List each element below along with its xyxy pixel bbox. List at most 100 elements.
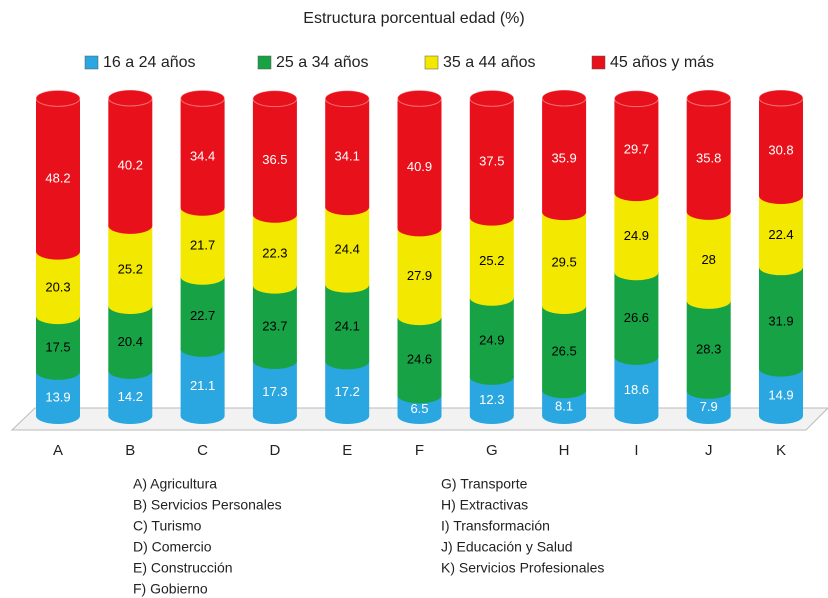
bar-segment bbox=[759, 267, 803, 377]
data-label: 22.3 bbox=[262, 246, 287, 261]
bar-segment bbox=[469, 297, 514, 385]
bar-segment bbox=[614, 272, 659, 365]
bar-segment bbox=[469, 217, 514, 306]
data-label: 23.7 bbox=[262, 319, 287, 334]
bar-segment bbox=[397, 317, 442, 404]
data-label: 21.7 bbox=[190, 238, 215, 253]
data-label: 24.1 bbox=[335, 318, 360, 333]
data-label: 13.9 bbox=[45, 389, 70, 404]
category-note: D) Comercio bbox=[133, 539, 212, 555]
data-label: 31.9 bbox=[768, 313, 793, 328]
x-tick-label: K bbox=[776, 442, 786, 459]
data-label: 20.4 bbox=[118, 334, 143, 349]
legend-label: 25 a 34 años bbox=[276, 54, 369, 71]
x-tick-label: J bbox=[705, 442, 713, 459]
bar-top bbox=[613, 90, 659, 108]
category-note: C) Turismo bbox=[133, 518, 202, 534]
bar-segment bbox=[614, 98, 659, 202]
legend-label: 16 a 24 años bbox=[103, 54, 196, 71]
data-label: 24.6 bbox=[407, 352, 432, 367]
data-label: 17.3 bbox=[262, 384, 287, 399]
x-tick-label: D bbox=[269, 442, 280, 459]
category-note: E) Construcción bbox=[133, 560, 233, 576]
bar-top bbox=[107, 89, 153, 107]
data-label: 6.5 bbox=[410, 401, 428, 416]
bar-segment bbox=[180, 98, 225, 216]
data-label: 22.4 bbox=[768, 227, 793, 242]
bar-top bbox=[324, 90, 370, 108]
bar-segment bbox=[108, 98, 153, 234]
data-label: 28 bbox=[701, 252, 715, 267]
bar-top bbox=[758, 89, 804, 107]
x-tick-label: A bbox=[53, 442, 63, 459]
data-label: 35.9 bbox=[551, 151, 576, 166]
bar-segment bbox=[397, 228, 442, 326]
data-label: 28.3 bbox=[696, 341, 721, 356]
category-note: G) Transporte bbox=[441, 476, 528, 492]
bar-segment bbox=[252, 285, 297, 369]
data-label: 21.1 bbox=[190, 378, 215, 393]
bar-segment bbox=[325, 361, 370, 424]
data-label: 18.6 bbox=[624, 382, 649, 397]
x-tick-label: I bbox=[634, 442, 638, 459]
legend-label: 45 años y más bbox=[610, 54, 714, 71]
bar-segment bbox=[36, 316, 80, 380]
bar-segment bbox=[469, 98, 514, 226]
bar-segment bbox=[108, 305, 153, 379]
bar-segment bbox=[252, 360, 297, 424]
bar-segment bbox=[759, 98, 803, 204]
category-note: J) Educación y Salud bbox=[441, 539, 573, 555]
data-label: 30.8 bbox=[768, 142, 793, 157]
data-label: 36.5 bbox=[262, 152, 287, 167]
bar-top bbox=[252, 90, 298, 108]
bar-segment bbox=[180, 348, 225, 424]
data-label: 20.3 bbox=[45, 279, 70, 294]
data-label: 26.6 bbox=[624, 310, 649, 325]
x-tick-label: E bbox=[342, 442, 352, 459]
bar-segment bbox=[180, 276, 225, 357]
bar-segment bbox=[542, 98, 587, 221]
bar-segment bbox=[108, 225, 153, 314]
legend-swatch bbox=[84, 55, 99, 70]
data-label: 37.5 bbox=[479, 153, 504, 168]
category-note: H) Extractivas bbox=[441, 497, 528, 513]
data-label: 25.2 bbox=[479, 253, 504, 268]
data-label: 26.5 bbox=[551, 344, 576, 359]
data-label: 48.2 bbox=[45, 170, 70, 185]
data-label: 40.2 bbox=[118, 157, 143, 172]
data-label: 17.5 bbox=[45, 339, 70, 354]
data-label: 24.4 bbox=[335, 241, 360, 256]
data-label: 24.9 bbox=[479, 333, 504, 348]
data-label: 40.9 bbox=[407, 159, 432, 174]
data-label: 12.3 bbox=[479, 392, 504, 407]
bar-segment bbox=[542, 212, 587, 314]
category-note: F) Gobierno bbox=[133, 581, 208, 597]
data-label: 22.7 bbox=[190, 308, 215, 323]
data-label: 25.2 bbox=[118, 261, 143, 276]
bar-segment bbox=[252, 98, 297, 223]
data-label: 34.1 bbox=[335, 148, 360, 163]
category-note: I) Transformación bbox=[441, 518, 550, 534]
bar-segment bbox=[397, 98, 442, 237]
data-label: 29.5 bbox=[551, 255, 576, 270]
x-tick-label: C bbox=[197, 442, 208, 459]
bar-segment bbox=[686, 211, 731, 309]
data-label: 24.9 bbox=[624, 228, 649, 243]
bar-segment bbox=[108, 370, 153, 424]
data-label: 29.7 bbox=[624, 141, 649, 156]
x-tick-label: F bbox=[415, 442, 424, 459]
bar-segment bbox=[180, 207, 225, 285]
bar-top bbox=[35, 89, 81, 107]
legend-swatch bbox=[424, 55, 439, 70]
data-label: 8.1 bbox=[555, 399, 573, 414]
bar-segment bbox=[325, 207, 370, 293]
bar-segment bbox=[36, 251, 80, 325]
legend-label: 35 a 44 años bbox=[443, 54, 536, 71]
bar-segment bbox=[325, 284, 370, 370]
bar-segment bbox=[542, 305, 587, 399]
x-tick-label: B bbox=[125, 442, 135, 459]
data-label: 34.4 bbox=[190, 148, 215, 163]
data-label: 35.8 bbox=[696, 150, 721, 165]
